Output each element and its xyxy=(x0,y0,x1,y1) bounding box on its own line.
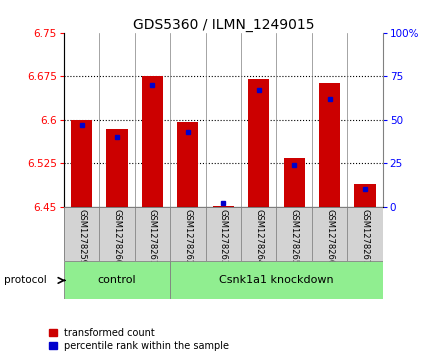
Bar xyxy=(106,129,128,207)
Bar xyxy=(347,207,383,261)
Bar xyxy=(142,76,163,207)
Text: Csnk1a1 knockdown: Csnk1a1 knockdown xyxy=(219,276,334,285)
Text: GSM1278259: GSM1278259 xyxy=(77,208,86,265)
Bar xyxy=(135,207,170,261)
Bar xyxy=(213,206,234,207)
Text: GSM1278266: GSM1278266 xyxy=(325,208,334,265)
Bar xyxy=(276,207,312,261)
Bar xyxy=(319,83,340,207)
Bar xyxy=(283,158,305,207)
Text: GSM1278263: GSM1278263 xyxy=(219,208,228,265)
Bar xyxy=(248,79,269,207)
Bar xyxy=(64,261,170,299)
Bar xyxy=(177,122,198,207)
Text: GSM1278260: GSM1278260 xyxy=(113,208,121,265)
Bar xyxy=(170,261,383,299)
Text: protocol: protocol xyxy=(4,276,47,285)
Legend: transformed count, percentile rank within the sample: transformed count, percentile rank withi… xyxy=(49,328,229,351)
Text: control: control xyxy=(98,276,136,285)
Bar xyxy=(241,207,276,261)
Bar xyxy=(99,207,135,261)
Title: GDS5360 / ILMN_1249015: GDS5360 / ILMN_1249015 xyxy=(132,18,314,32)
Text: GSM1278264: GSM1278264 xyxy=(254,208,263,265)
Bar xyxy=(64,207,99,261)
Bar xyxy=(71,120,92,207)
Text: GSM1278261: GSM1278261 xyxy=(148,208,157,265)
Bar xyxy=(312,207,347,261)
Bar xyxy=(355,184,376,207)
Text: GSM1278267: GSM1278267 xyxy=(360,208,370,265)
Text: GSM1278262: GSM1278262 xyxy=(183,208,192,265)
Bar xyxy=(205,207,241,261)
Text: GSM1278265: GSM1278265 xyxy=(290,208,299,265)
Bar xyxy=(170,207,205,261)
